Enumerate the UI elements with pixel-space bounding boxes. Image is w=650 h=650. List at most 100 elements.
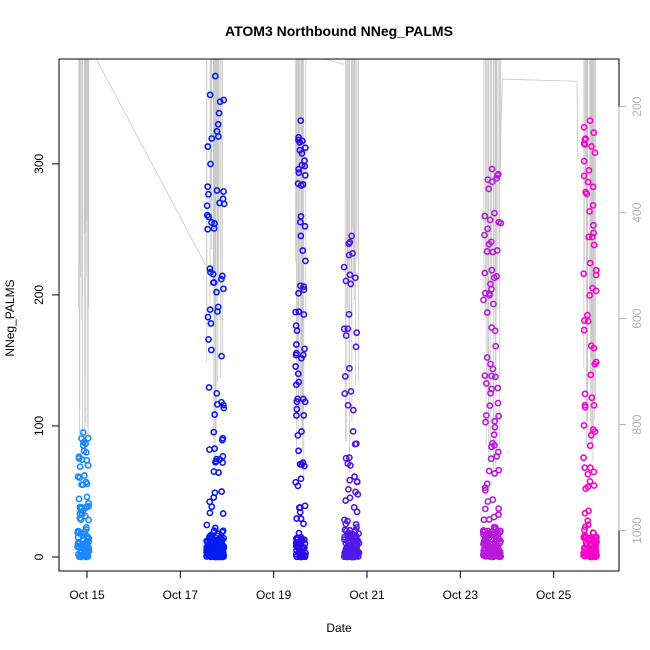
data-point [218, 272, 226, 280]
data-point [580, 421, 588, 429]
data-point [214, 308, 221, 315]
data-point [210, 428, 218, 436]
data-point [82, 504, 90, 512]
data-point [213, 288, 220, 296]
data-point [586, 117, 594, 124]
data-point [581, 523, 589, 531]
data-point [213, 455, 220, 463]
right-tick-label: 800 [630, 414, 644, 434]
data-point [220, 404, 228, 412]
data-point [344, 486, 352, 493]
data-point [213, 400, 221, 408]
data-point [205, 336, 212, 343]
data-point [491, 373, 499, 381]
data-point [211, 411, 219, 418]
data-point [206, 265, 214, 273]
data-point [341, 373, 349, 380]
data-point [351, 473, 358, 481]
data-point [83, 493, 91, 501]
data-point [207, 160, 214, 168]
data-point [203, 543, 211, 551]
data-point [297, 515, 305, 523]
data-point [589, 284, 596, 292]
data-point [589, 201, 597, 209]
data-point [216, 199, 224, 207]
overlay-transit [95, 58, 207, 266]
data-point [591, 149, 599, 157]
x-tick-label: Oct 21 [349, 588, 385, 602]
overlay-transit [499, 78, 579, 165]
data-point [352, 520, 360, 528]
data-point [587, 371, 595, 379]
data-point [486, 290, 493, 297]
data-point [84, 535, 92, 543]
x-tick-label: Oct 15 [69, 588, 105, 602]
data-point [301, 171, 309, 179]
data-point [588, 233, 596, 241]
data-point [205, 190, 212, 198]
data-point [218, 436, 226, 444]
data-point [488, 372, 496, 380]
data-point [581, 390, 589, 398]
y-tick-label: 200 [32, 285, 46, 305]
data-point [489, 496, 497, 504]
data-point [584, 317, 592, 325]
data-point [580, 326, 588, 334]
data-point [593, 552, 600, 560]
data-point [580, 172, 588, 180]
data-point [300, 311, 308, 318]
data-point [487, 360, 494, 368]
data-points [74, 72, 600, 561]
data-point [495, 545, 502, 553]
x-tick-label: Oct 17 [163, 588, 199, 602]
data-point [482, 418, 489, 426]
data-point [488, 324, 496, 331]
data-point [340, 263, 348, 271]
data-point [300, 520, 307, 528]
data-point [206, 306, 214, 314]
data-point [482, 411, 490, 419]
data-point [590, 539, 598, 547]
data-point [486, 402, 494, 409]
data-point [345, 251, 353, 259]
data-point [345, 310, 353, 318]
data-point [298, 461, 306, 468]
data-point [484, 225, 492, 233]
data-point [344, 325, 352, 333]
data-point [213, 187, 221, 194]
data-point [486, 216, 494, 224]
data-point [216, 553, 223, 561]
data-point [495, 505, 503, 513]
data-point [78, 435, 85, 442]
data-point [590, 401, 598, 409]
data-point [340, 325, 348, 333]
data-point [489, 365, 497, 373]
data-point [583, 550, 590, 558]
x-axis-label: Date [326, 621, 352, 635]
data-point [352, 488, 359, 496]
data-point [293, 541, 300, 549]
data-point [347, 462, 354, 469]
data-point [483, 309, 491, 316]
data-point [292, 351, 300, 359]
data-point [490, 300, 497, 308]
data-point [300, 286, 308, 294]
data-point [353, 329, 361, 337]
data-point [487, 238, 495, 246]
data-point [293, 515, 301, 522]
data-point [494, 448, 502, 456]
data-point [75, 455, 83, 462]
data-point [297, 475, 305, 483]
data-point [85, 516, 93, 524]
data-point [300, 411, 308, 419]
right-axis: 200 400 600 800 1000 [618, 96, 644, 544]
right-tick-label: 200 [630, 96, 644, 116]
data-point [219, 510, 227, 517]
data-point [347, 280, 355, 288]
data-point [208, 135, 216, 142]
data-point [296, 146, 304, 154]
data-point [481, 372, 489, 380]
y-tick-label: 0 [32, 553, 46, 560]
data-point [204, 313, 212, 321]
data-point [349, 428, 357, 435]
